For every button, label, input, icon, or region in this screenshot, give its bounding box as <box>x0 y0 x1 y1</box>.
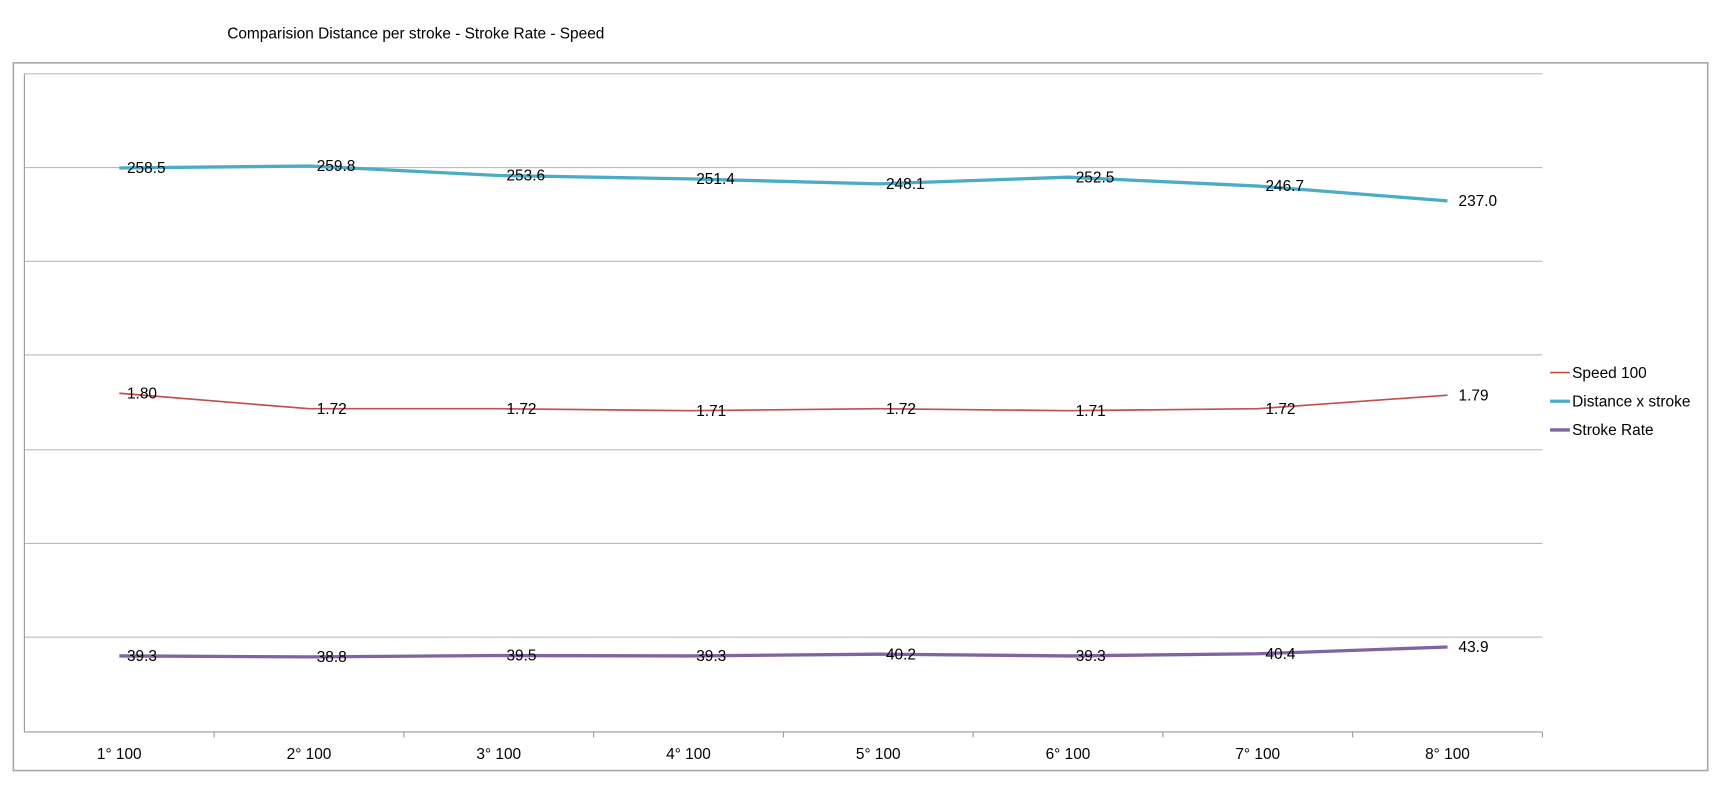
data-label: 38.8 <box>317 649 347 666</box>
data-label: 252.5 <box>1076 169 1115 186</box>
data-label: 39.3 <box>1076 648 1106 665</box>
data-label: 1.72 <box>506 401 536 418</box>
x-tick-label: 4° 100 <box>666 746 711 763</box>
data-label: 1.72 <box>886 401 916 418</box>
legend-label: Distance x stroke <box>1572 393 1690 410</box>
data-label: 259.8 <box>317 158 356 175</box>
data-label: 40.4 <box>1265 646 1295 663</box>
x-tick-label: 3° 100 <box>476 746 521 763</box>
data-label: 237.0 <box>1459 193 1498 210</box>
data-label: 39.3 <box>127 648 157 665</box>
data-label: 258.5 <box>127 160 166 177</box>
series-line <box>119 645 1448 659</box>
chart-title: Comparision Distance per stroke - Stroke… <box>227 25 604 42</box>
data-label: 253.6 <box>506 168 545 185</box>
legend-label: Stroke Rate <box>1572 422 1653 439</box>
data-label: 39.5 <box>506 648 536 665</box>
series-line <box>119 164 1448 203</box>
data-label: 246.7 <box>1265 178 1304 195</box>
legend-label: Speed 100 <box>1572 365 1647 382</box>
data-label: 39.3 <box>696 648 726 665</box>
data-label: 1.72 <box>1265 401 1295 418</box>
chart-border <box>12 62 1709 772</box>
series-line <box>119 392 1448 412</box>
data-label: 248.1 <box>886 176 925 193</box>
data-label: 43.9 <box>1459 639 1489 656</box>
x-tick-label: 8° 100 <box>1425 746 1470 763</box>
data-label: 40.2 <box>886 646 916 663</box>
data-label: 1.80 <box>127 385 157 402</box>
data-label: 1.72 <box>317 401 347 418</box>
data-label: 1.71 <box>696 403 726 420</box>
x-tick-label: 6° 100 <box>1046 746 1091 763</box>
x-tick-label: 1° 100 <box>97 746 142 763</box>
x-tick-label: 7° 100 <box>1235 746 1280 763</box>
data-label: 251.4 <box>696 171 735 188</box>
data-label: 1.71 <box>1076 403 1106 420</box>
x-tick-label: 2° 100 <box>287 746 332 763</box>
x-tick-label: 5° 100 <box>856 746 901 763</box>
data-label: 1.79 <box>1459 387 1489 404</box>
